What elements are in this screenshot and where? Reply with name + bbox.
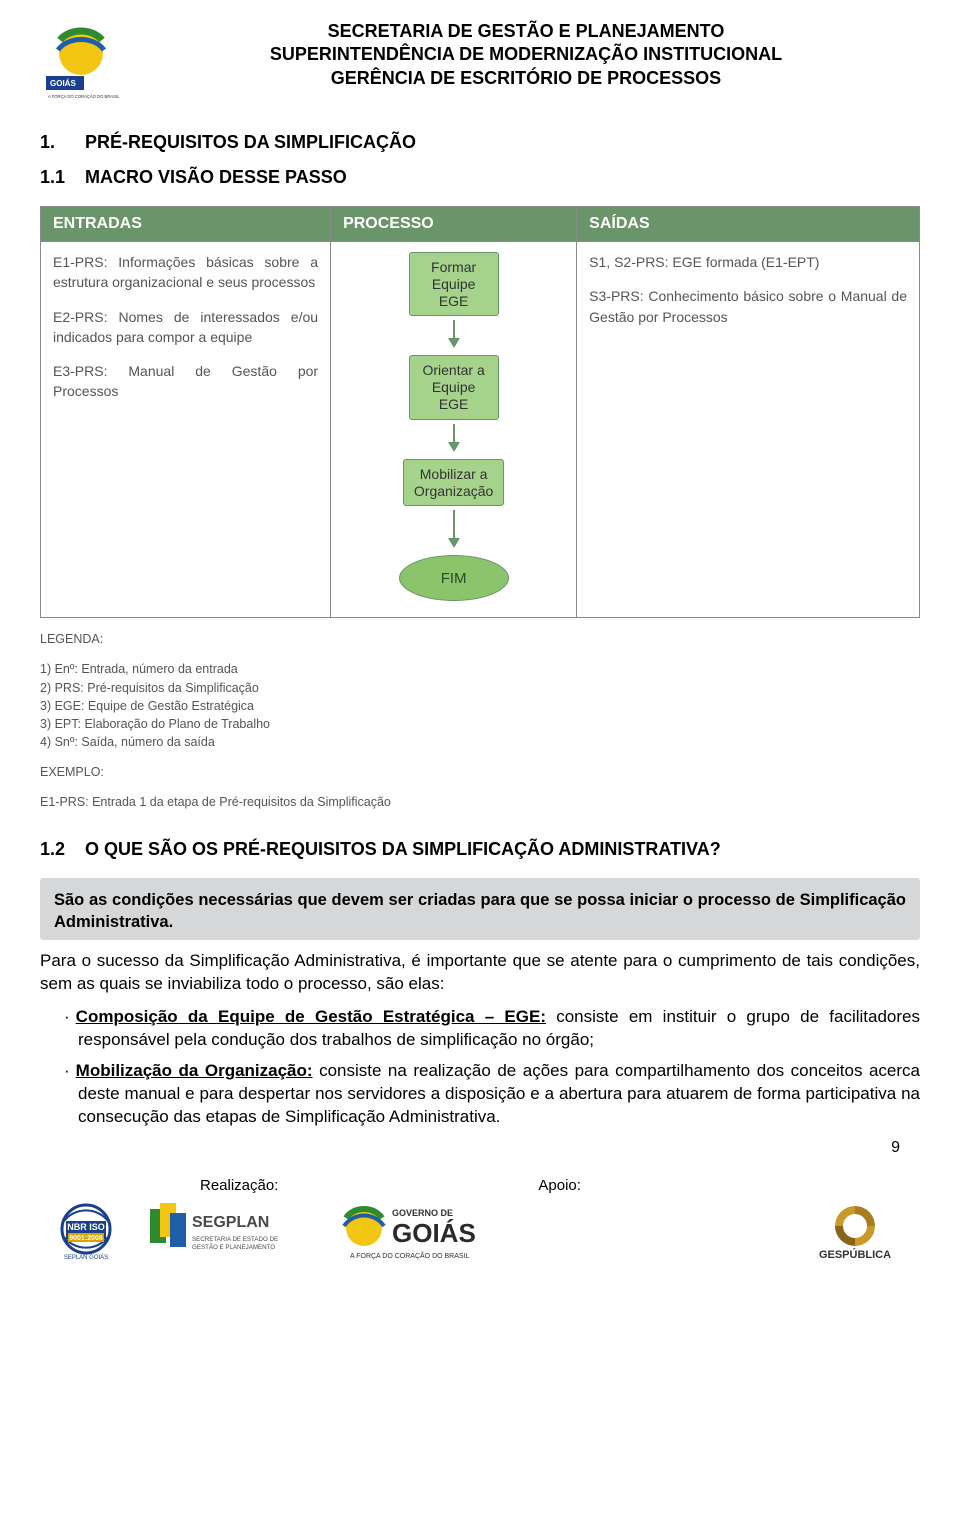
header-line1: SECRETARIA DE GESTÃO E PLANEJAMENTO: [132, 20, 920, 43]
definition-box: São as condições necessárias que devem s…: [40, 878, 920, 940]
footer-realizacao-label: Realização:: [200, 1177, 278, 1194]
arrow-icon: [343, 320, 564, 351]
macro-vision-table: ENTRADAS PROCESSO SAÍDAS E1-PRS: Informa…: [40, 206, 920, 618]
section-1-1-num: 1.1: [40, 167, 80, 188]
header-line3: GERÊNCIA DE ESCRITÓRIO DE PROCESSOS: [132, 67, 920, 90]
proc-formar-equipe: Formar Equipe EGE: [409, 252, 499, 316]
nbr-iso-logo: NBR ISO 9001:2008 SEPLAN GOIÁS: [50, 1203, 122, 1267]
section-1-2-title: O QUE SÃO OS PRÉ-REQUISITOS DA SIMPLIFIC…: [85, 839, 721, 859]
entradas-cell: E1-PRS: Informações básicas sobre a estr…: [41, 242, 331, 618]
page-number: 9: [40, 1139, 900, 1157]
legenda-title: LEGENDA:: [40, 632, 920, 646]
section-1-2-num: 1.2: [40, 839, 80, 860]
svg-text:SECRETARIA DE ESTADO DE: SECRETARIA DE ESTADO DE: [192, 1236, 278, 1243]
legenda-2: 2) PRS: Pré-requisitos da Simplificação: [40, 679, 920, 697]
bullet2-underlined: Mobilização da Organização:: [76, 1061, 313, 1080]
section-1-2-heading: 1.2 O QUE SÃO OS PRÉ-REQUISITOS DA SIMPL…: [40, 839, 920, 860]
legenda-1: 1) Enº: Entrada, número da entrada: [40, 660, 920, 678]
bullet-dot: ·: [64, 1007, 76, 1026]
legenda-4: 3) EPT: Elaboração do Plano de Trabalho: [40, 715, 920, 733]
proc-orientar-equipe: Orientar a Equipe EGE: [409, 355, 499, 419]
section-1-1-title: MACRO VISÃO DESSE PASSO: [85, 167, 347, 187]
header-text: SECRETARIA DE GESTÃO E PLANEJAMENTO SUPE…: [132, 20, 920, 90]
legenda-block: 1) Enº: Entrada, número da entrada 2) PR…: [40, 660, 920, 751]
svg-text:SEPLAN GOIÁS: SEPLAN GOIÁS: [64, 1254, 108, 1261]
goias-logo-top: GOIÁS A FORÇA DO CORAÇÃO DO BRASIL: [40, 20, 122, 107]
svg-text:SEGPLAN: SEGPLAN: [192, 1214, 269, 1231]
svg-text:A FORÇA DO CORAÇÃO DO BRASIL: A FORÇA DO CORAÇÃO DO BRASIL: [48, 94, 120, 99]
svg-text:GESTÃO E PLANEJAMENTO: GESTÃO E PLANEJAMENTO: [192, 1244, 275, 1251]
svg-text:GOVERNO DE: GOVERNO DE: [392, 1208, 453, 1218]
exemplo-text: E1-PRS: Entrada 1 da etapa de Pré-requis…: [40, 793, 920, 811]
svg-text:GOIÁS: GOIÁS: [50, 79, 76, 88]
section-1-heading: 1. PRÉ-REQUISITOS DA SIMPLIFICAÇÃO: [40, 132, 920, 153]
footer-apoio-label: Apoio:: [538, 1177, 581, 1194]
legenda-5: 4) Snº: Saída, número da saída: [40, 733, 920, 751]
svg-text:GOIÁS: GOIÁS: [392, 1218, 476, 1248]
entrada-e2: E2-PRS: Nomes de interessados e/ou indic…: [53, 307, 318, 348]
processo-cell: Formar Equipe EGE Orientar a Equipe EGE: [331, 242, 577, 618]
segplan-logo: SEGPLAN SECRETARIA DE ESTADO DE GESTÃO E…: [150, 1203, 300, 1267]
goias-logo-footer: GOVERNO DE GOIÁS A FORÇA DO CORAÇÃO DO B…: [328, 1200, 478, 1270]
proc-mobilizar-org: Mobilizar a Organização: [403, 459, 504, 507]
saida-s2: S3-PRS: Conhecimento básico sobre o Manu…: [589, 286, 907, 327]
bullet-composicao: ·Composição da Equipe de Gestão Estratég…: [78, 1006, 920, 1052]
legenda-3: 3) EGE: Equipe de Gestão Estratégica: [40, 697, 920, 715]
bullet-dot: ·: [64, 1061, 76, 1080]
svg-text:NBR ISO: NBR ISO: [67, 1222, 105, 1232]
entrada-e3: E3-PRS: Manual de Gestão por Processos: [53, 361, 318, 402]
col-entradas: ENTRADAS: [41, 207, 331, 242]
col-saidas: SAÍDAS: [577, 207, 920, 242]
footer: Realização: Apoio: NBR ISO 9001:2008 SEP…: [40, 1177, 920, 1270]
intro-paragraph: Para o sucesso da Simplificação Administ…: [40, 950, 920, 996]
section-1-title: PRÉ-REQUISITOS DA SIMPLIFICAÇÃO: [85, 132, 416, 152]
page-header: GOIÁS A FORÇA DO CORAÇÃO DO BRASIL SECRE…: [40, 20, 920, 107]
svg-text:GESPÚBLICA: GESPÚBLICA: [819, 1248, 891, 1261]
header-line2: SUPERINTENDÊNCIA DE MODERNIZAÇÃO INSTITU…: [132, 43, 920, 66]
gespublica-logo: GESPÚBLICA: [800, 1200, 910, 1270]
exemplo-title: EXEMPLO:: [40, 765, 920, 779]
section-1-1-heading: 1.1 MACRO VISÃO DESSE PASSO: [40, 167, 920, 188]
bullet1-underlined: Composição da Equipe de Gestão Estratégi…: [76, 1007, 546, 1026]
arrow-icon: [343, 510, 564, 551]
proc-fim: FIM: [399, 555, 509, 601]
saida-s1: S1, S2-PRS: EGE formada (E1-EPT): [589, 252, 907, 272]
saidas-cell: S1, S2-PRS: EGE formada (E1-EPT) S3-PRS:…: [577, 242, 920, 618]
section-1-num: 1.: [40, 132, 80, 153]
entrada-e1: E1-PRS: Informações básicas sobre a estr…: [53, 252, 318, 293]
svg-text:A FORÇA DO CORAÇÃO DO BRASIL: A FORÇA DO CORAÇÃO DO BRASIL: [350, 1251, 470, 1260]
bullet-mobilizacao: ·Mobilização da Organização: consiste na…: [78, 1060, 920, 1129]
col-processo: PROCESSO: [331, 207, 577, 242]
arrow-icon: [343, 424, 564, 455]
svg-text:9001:2008: 9001:2008: [69, 1235, 103, 1242]
